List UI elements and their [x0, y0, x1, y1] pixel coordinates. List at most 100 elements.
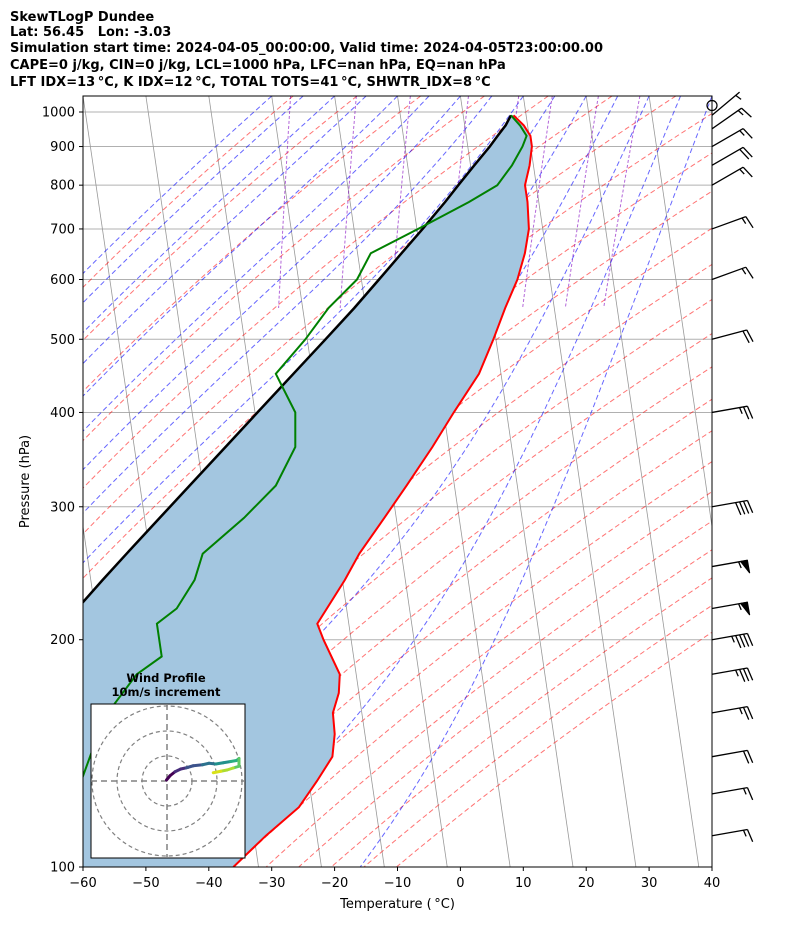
dry-adiabat [330, 577, 712, 867]
wind-barb-shaft [711, 127, 744, 148]
moist-adiabat [83, 96, 304, 304]
y-tick-label: 400 [50, 406, 75, 421]
wind-barb-feather [745, 216, 754, 229]
wind-barb-feather [746, 500, 754, 514]
temperature-line [232, 114, 533, 867]
x-tick-label: −50 [132, 876, 159, 891]
wind-barb-shaft [711, 405, 748, 414]
wind-barb-feather [742, 128, 753, 139]
index-line: LFT IDX=13 °C, K IDX=12 °C, TOTAL TOTS=4… [10, 75, 491, 90]
isotherm-line [397, 96, 511, 867]
wind-barb-flag [739, 601, 751, 616]
wind-barb [711, 91, 742, 116]
wind-barb-half-feather [737, 561, 742, 569]
moist-adiabat [83, 96, 398, 397]
wind-barb-feather [746, 633, 754, 647]
y-tick-label: 900 [50, 140, 75, 155]
wind-barb [711, 266, 754, 281]
wind-barb-shaft [711, 499, 748, 508]
wind-barb-feather [742, 750, 750, 764]
wind-barb [711, 559, 751, 574]
wind-barb-feather [746, 750, 754, 763]
wind-barb-half-feather [742, 788, 747, 795]
wind-barb-feather [746, 329, 754, 343]
mixing-ratio-line [564, 96, 599, 309]
isotherm-line [0, 96, 70, 867]
wind-barb-feather [741, 107, 752, 118]
moist-adiabat [83, 96, 367, 365]
wind-barb [711, 127, 753, 148]
dry-adiabat [168, 430, 712, 867]
wind-barb-flag [739, 559, 751, 574]
wind-barb-shaft [711, 749, 748, 758]
wind-barb-half-feather [738, 407, 743, 414]
x-tick-label: −10 [384, 876, 411, 891]
dry-adiabat [200, 461, 712, 867]
wind-barb-feather [742, 633, 750, 647]
wind-barb [711, 166, 753, 186]
moist-adiabat [83, 96, 461, 471]
wind-barb-shaft [711, 146, 744, 166]
wind-barb-half-feather [735, 669, 739, 677]
wind-barb-half-feather [739, 168, 745, 175]
y-tick-label: 100 [50, 861, 75, 876]
dry-adiabat [83, 96, 294, 289]
x-tick-label: 40 [704, 876, 721, 891]
x-tick-label: −40 [195, 876, 222, 891]
hodograph-subtitle: 10m/s increment [112, 685, 221, 699]
wind-barb-shaft [711, 828, 748, 837]
wind-barb [711, 667, 754, 682]
y-tick-label: 500 [50, 333, 75, 348]
dry-adiabat [298, 549, 712, 867]
x-tick-label: −60 [69, 876, 96, 891]
isotherm-line [0, 96, 7, 867]
y-tick-label: 300 [50, 500, 75, 515]
wind-barb-feather [738, 501, 746, 515]
isotherm-line [711, 96, 712, 99]
x-tick-label: −30 [258, 876, 285, 891]
x-axis-label: Temperature ( °C) [339, 897, 455, 912]
cape-shading [83, 115, 532, 867]
mixing-ratio-line [603, 96, 641, 309]
dry-adiabat [363, 604, 712, 867]
hodograph-segment [191, 763, 204, 768]
wind-barb-shaft [711, 266, 747, 281]
isotherm-line [522, 96, 637, 867]
wind-barb-feather [742, 668, 750, 682]
x-tick-label: 10 [515, 876, 532, 891]
mixing-ratio-line [339, 96, 357, 309]
y-tick-label: 700 [50, 222, 75, 237]
wind-barb-half-feather [731, 635, 735, 643]
wind-barb-half-feather [737, 109, 744, 116]
x-tick-label: 30 [641, 876, 658, 891]
chart-title: SkewTLogP Dundee [10, 10, 155, 25]
wind-barb-shaft [711, 329, 747, 340]
moist-adiabat [83, 96, 430, 432]
plot-area [0, 96, 712, 867]
wind-barb-feather [742, 146, 753, 158]
wind-barb [711, 216, 754, 230]
wind-barb-shaft [711, 705, 748, 714]
wind-barb-feather [738, 669, 746, 682]
isotherm-line [648, 96, 712, 530]
wind-barb-shaft [711, 786, 748, 795]
wind-barb-half-feather [739, 130, 745, 136]
wind-barb-half-feather [738, 707, 743, 715]
location-line: Lat: 56.45 Lon: -3.03 [10, 25, 172, 40]
wind-barb-half-feather [735, 94, 742, 100]
wind-barb-half-feather [741, 217, 747, 224]
hodograph-title: Wind Profile [126, 671, 206, 685]
dry-adiabat [83, 96, 485, 442]
wind-barb [711, 601, 751, 616]
wind-barb-feather [735, 502, 742, 516]
wind-barb-shaft [711, 91, 740, 116]
wind-barb-feather [735, 635, 742, 649]
x-tick-label: −20 [321, 876, 348, 891]
wind-barb-feather [742, 406, 750, 420]
wind-barb-half-feather [737, 603, 742, 611]
parcel-line [83, 114, 513, 605]
wind-barb [711, 405, 754, 420]
wind-barb [711, 146, 753, 166]
mixing-ratio-line [278, 96, 292, 309]
